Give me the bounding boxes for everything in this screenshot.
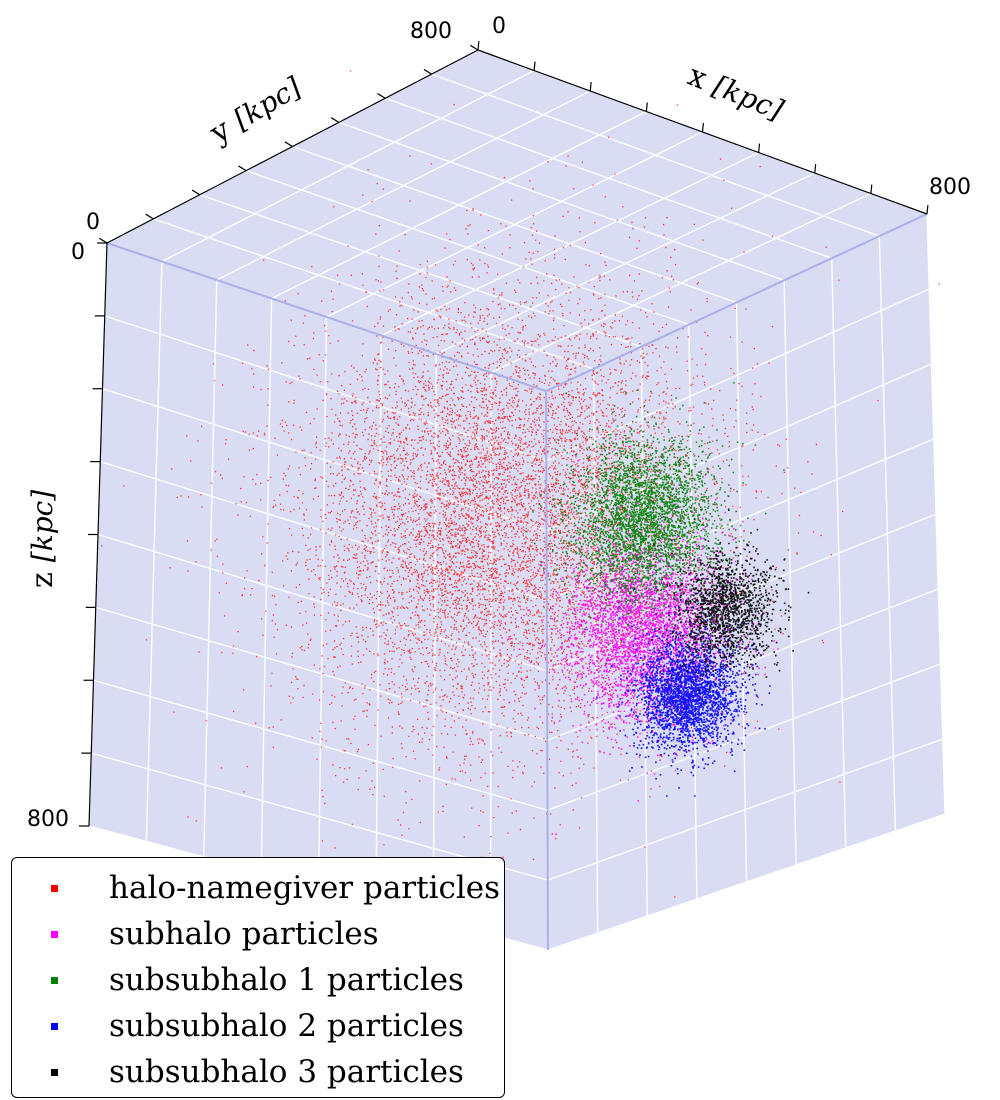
y-tick xyxy=(238,165,247,172)
legend-label-halo: halo-namegiver particles xyxy=(109,870,501,906)
x-tick xyxy=(477,41,480,51)
legend-item-subhalo: subhalo particles xyxy=(12,910,504,956)
z-axis-label: z[kpc] xyxy=(25,490,60,588)
x-axis-label: x[kpc] xyxy=(683,58,788,128)
grid-line xyxy=(338,121,785,282)
particles-series-3 xyxy=(596,592,776,797)
y-tick xyxy=(99,237,108,244)
legend-item-subsubhalo-2: subsubhalo 2 particles xyxy=(12,1002,504,1048)
z-tick-label-min: 0 xyxy=(71,240,85,265)
grid-line xyxy=(878,236,897,832)
grid-line xyxy=(547,663,941,811)
particles-series-2 xyxy=(523,382,785,665)
grid-line xyxy=(435,172,816,355)
legend: halo-namegiver particles subhalo particl… xyxy=(11,857,505,1098)
x-tick xyxy=(814,164,817,174)
legend-label-subsubhalo-3: subsubhalo 3 particles xyxy=(109,1054,464,1090)
grid-line xyxy=(431,73,880,237)
grid-line xyxy=(547,813,946,951)
x-tick xyxy=(701,123,704,133)
legend-label-subhalo: subhalo particles xyxy=(109,916,379,952)
legend-marker-subsubhalo-2 xyxy=(51,1023,58,1030)
legend-marker-subhalo xyxy=(51,931,58,938)
legend-label-subsubhalo-1: subsubhalo 1 particles xyxy=(109,962,464,998)
y-axis-label: y[kpc] xyxy=(203,70,307,152)
y-tick xyxy=(470,44,479,51)
y-tick xyxy=(145,213,154,220)
x-tick xyxy=(870,184,873,194)
legend-item-subsubhalo-3: subsubhalo 3 particles xyxy=(12,1048,504,1094)
grid-line xyxy=(926,213,946,815)
front-edge xyxy=(106,242,547,392)
front-box-edges xyxy=(106,213,928,951)
x-tick xyxy=(589,82,592,92)
front-edge xyxy=(545,213,928,392)
y-tick xyxy=(330,117,340,123)
grid-line xyxy=(375,335,383,904)
x-tick xyxy=(645,102,648,112)
particle-cloud xyxy=(101,70,940,898)
grid-line xyxy=(490,192,872,374)
particles-series-1 xyxy=(508,459,779,835)
grid-line xyxy=(381,151,759,337)
y-tick xyxy=(377,93,386,99)
y-tick-label-max: 800 xyxy=(410,19,452,44)
y-tick xyxy=(423,68,432,75)
y-tick xyxy=(284,141,293,148)
x-tick xyxy=(758,143,761,153)
grid-line xyxy=(831,258,847,849)
y-tick xyxy=(191,189,201,196)
z-tick-label-max: 800 xyxy=(27,807,69,832)
grid-line xyxy=(547,738,943,881)
grid-line xyxy=(95,606,548,742)
grid-line xyxy=(783,280,797,866)
legend-marker-subsubhalo-3 xyxy=(51,1069,58,1076)
x-tick-label-max: 800 xyxy=(929,175,971,200)
front-edge xyxy=(545,390,549,951)
grid-line xyxy=(93,679,548,811)
grid-line xyxy=(546,588,939,742)
legend-item-halo: halo-namegiver particles xyxy=(12,864,504,910)
grid-line xyxy=(489,372,492,935)
axis-ticks xyxy=(79,41,929,827)
legend-item-subsubhalo-1: subsubhalo 1 particles xyxy=(12,956,504,1002)
grid-line xyxy=(385,97,832,259)
legend-marker-subsubhalo-1 xyxy=(51,977,58,984)
x-tick xyxy=(533,61,536,71)
particles-series-4 xyxy=(633,509,810,705)
x-tick-label-min: 0 xyxy=(492,14,506,39)
x-tick xyxy=(926,205,929,215)
legend-marker-halo xyxy=(51,885,58,892)
legend-label-subsubhalo-2: subsubhalo 2 particles xyxy=(109,1008,464,1044)
y-tick-label-min: 0 xyxy=(86,210,100,235)
grid-line xyxy=(292,145,737,304)
